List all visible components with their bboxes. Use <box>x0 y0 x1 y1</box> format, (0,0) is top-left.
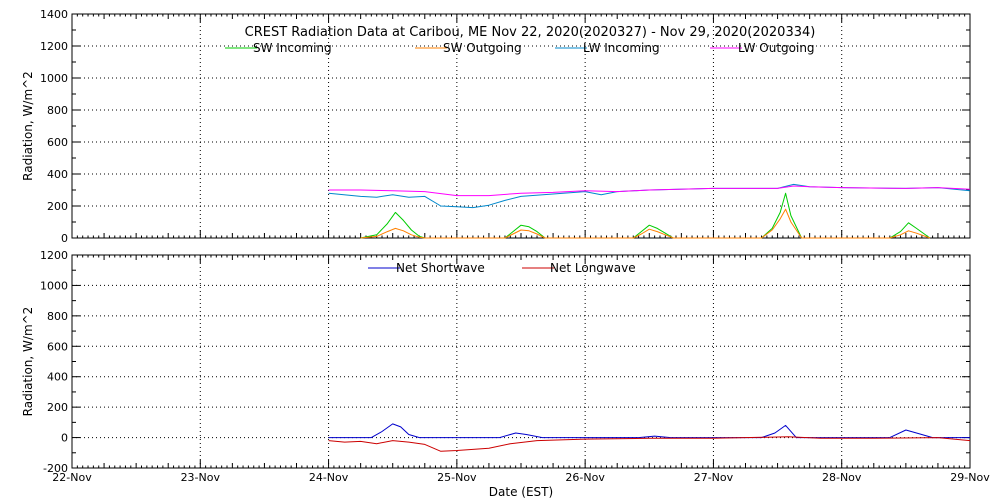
y-tick-label: 1200 <box>40 40 68 53</box>
y-tick-label: 200 <box>47 200 68 213</box>
y-tick-label: 1000 <box>40 72 68 85</box>
x-tick-label: 25-Nov <box>437 471 477 484</box>
legend-item-net-longwave: Net Longwave <box>522 261 636 275</box>
legend-label: SW Incoming <box>253 41 332 55</box>
x-tick-label: 26-Nov <box>565 471 605 484</box>
legend-label: LW Incoming <box>583 41 660 55</box>
x-tick-label: 28-Nov <box>822 471 862 484</box>
panel-1: 0 200 400 600 800 1000 1200 1400 Radiation, W/m^… <box>21 8 971 245</box>
y-tick-label: 600 <box>47 340 68 353</box>
y-axis-label: Radiation, W/m^2 <box>21 71 35 181</box>
chart-title: CREST Radiation Data at Caribou, ME Nov … <box>245 25 816 40</box>
legend-item-lw-outgoing: LW Outgoing <box>710 41 815 55</box>
y-tick-label: 1400 <box>40 8 68 21</box>
x-tick-label: 27-Nov <box>694 471 734 484</box>
y-tick-label: 200 <box>47 401 68 414</box>
legend-label: SW Outgoing <box>443 41 522 55</box>
y-tick-label: 400 <box>47 371 68 384</box>
y-tick-label: 800 <box>47 104 68 117</box>
legend-label: Net Longwave <box>550 261 636 275</box>
legend-item-net-shortwave: Net Shortwave <box>368 261 485 275</box>
y-axis-label: Radiation, W/m^2 <box>21 307 35 417</box>
y-tick-label: 600 <box>47 136 68 149</box>
series-line-lw-outgoing <box>328 185 971 197</box>
y-tick-label: 1000 <box>40 279 68 292</box>
x-tick-label: 29-Nov <box>950 471 990 484</box>
x-axis-label: Date (EST) <box>489 485 553 499</box>
legend-label: Net Shortwave <box>396 261 485 275</box>
legend-item-lw-incoming: LW Incoming <box>555 41 660 55</box>
y-tick-label: 800 <box>47 310 68 323</box>
y-tick-label: 0 <box>61 232 68 245</box>
legend-item-sw-incoming: SW Incoming <box>225 41 332 55</box>
series-line-sw-outgoing <box>360 208 931 239</box>
y-tick-label: 1200 <box>40 249 68 262</box>
legend-item-sw-outgoing: SW Outgoing <box>415 41 522 55</box>
x-tick-label: 23-Nov <box>181 471 221 484</box>
legend-label: LW Outgoing <box>738 41 815 55</box>
series-line-net-longwave <box>328 436 971 452</box>
series-line-net-shortwave <box>328 423 970 439</box>
panel-2: -200 0 200 400 600 800 1000 1200 Radiation, W/m^… <box>21 249 990 499</box>
plot-frame <box>71 254 971 469</box>
y-tick-label: -200 <box>43 462 68 475</box>
x-tick-label: 22-Nov <box>52 471 92 484</box>
x-tick-label: 24-Nov <box>309 471 349 484</box>
y-tick-label: 0 <box>61 432 68 445</box>
y-tick-label: 400 <box>47 168 68 181</box>
